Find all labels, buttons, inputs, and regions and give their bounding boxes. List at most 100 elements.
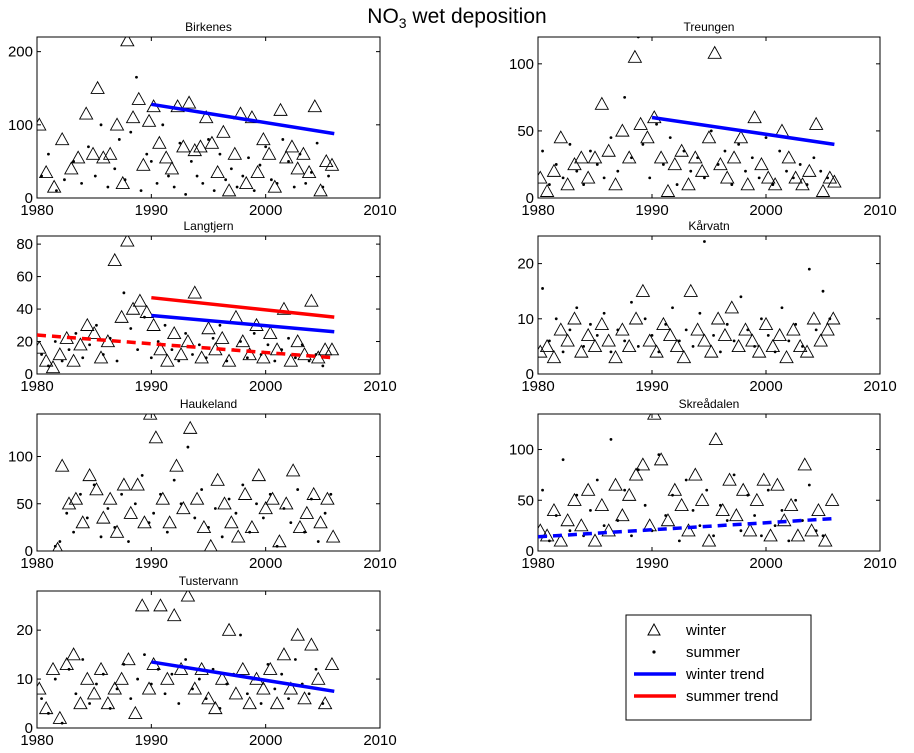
summer-point <box>785 169 788 173</box>
x-tick-label: 2000 <box>249 202 282 219</box>
winter-point <box>761 170 776 184</box>
summer-point <box>172 478 176 482</box>
summer-point <box>304 181 308 185</box>
winter-point <box>125 301 141 315</box>
summer-point <box>712 333 715 337</box>
summer-point <box>87 145 90 149</box>
winter-point <box>208 701 223 715</box>
winter-point <box>198 110 214 124</box>
summer-point <box>88 702 91 705</box>
x-tick-label: 2000 <box>749 555 782 572</box>
winter-point <box>66 353 81 367</box>
summer-point <box>316 540 320 543</box>
summer-point <box>108 707 112 710</box>
legend-winter-marker <box>647 622 661 636</box>
summer-point <box>677 539 681 543</box>
winter-point <box>318 153 334 168</box>
winter-point <box>210 164 225 179</box>
summer-point <box>225 359 229 363</box>
winter-point <box>683 283 699 297</box>
summer-point <box>746 493 750 497</box>
winter-point <box>75 515 90 529</box>
summer-point <box>698 311 702 315</box>
summer-point <box>258 163 262 167</box>
summer-point <box>195 174 199 178</box>
winter-point <box>38 353 54 367</box>
x-tick-label: 1990 <box>135 202 168 219</box>
summer-point <box>101 353 105 356</box>
summer-point <box>801 519 804 522</box>
y-tick-label: 100 <box>509 56 534 73</box>
summer-point <box>757 176 761 180</box>
summer-point <box>149 160 153 163</box>
winter-point <box>52 347 68 361</box>
summer-point <box>794 498 798 502</box>
summer-point <box>55 189 58 193</box>
winter-point <box>93 350 109 364</box>
summer-point <box>79 492 82 496</box>
summer-point <box>691 345 695 348</box>
summer-point <box>561 458 565 462</box>
summer-point <box>143 653 146 657</box>
winter-point <box>580 482 596 496</box>
winter-point <box>594 96 610 110</box>
winter-point <box>217 496 232 510</box>
summer-point <box>307 359 311 363</box>
summer-point <box>623 95 627 99</box>
summer-point <box>189 160 193 163</box>
summer-point <box>248 530 252 534</box>
winter-point <box>153 342 168 356</box>
winter-point <box>37 681 47 695</box>
summer-point <box>329 492 333 496</box>
summer-point <box>709 129 713 133</box>
summer-point <box>122 291 126 295</box>
summer-point <box>609 136 613 140</box>
y-tick-label: 0 <box>25 190 33 207</box>
winter-point <box>242 347 257 361</box>
summer-point <box>159 492 162 496</box>
y-tick-label: 0 <box>25 720 33 737</box>
summer-point <box>178 141 182 145</box>
winter-point <box>567 157 582 171</box>
summer-point <box>53 544 57 548</box>
summer-point <box>719 350 722 354</box>
winter-point <box>635 457 651 471</box>
summer-point <box>682 149 686 153</box>
x-tick-label: 1980 <box>20 378 53 395</box>
panel-title: Tustervann <box>179 574 239 588</box>
winter-point <box>635 283 651 297</box>
summer-point <box>47 364 50 368</box>
winter-trend-line <box>151 313 335 334</box>
summer-point <box>139 189 143 193</box>
y-tick-label: 0 <box>25 543 33 560</box>
summer-point <box>239 340 242 343</box>
y-tick-label: 20 <box>517 256 534 273</box>
summer-point <box>737 142 741 146</box>
summer-point <box>273 687 277 691</box>
summer-point <box>212 189 216 193</box>
summer-point <box>95 682 98 686</box>
summer-point <box>689 169 693 173</box>
winter-point <box>59 656 74 671</box>
winter-point <box>80 317 95 331</box>
winter-point <box>690 322 705 336</box>
winter-point <box>204 538 218 551</box>
summer-point <box>616 519 620 522</box>
summer-point <box>220 535 224 539</box>
plot-area <box>537 36 881 199</box>
summer-point <box>47 152 50 156</box>
winter-point <box>681 523 696 537</box>
winter-point <box>745 333 760 347</box>
winter-point <box>80 671 95 685</box>
winter-point <box>73 337 88 351</box>
summer-point <box>648 176 652 180</box>
summer-point <box>657 350 661 354</box>
x-tick-label: 1980 <box>20 555 53 572</box>
summer-point <box>95 323 98 327</box>
winter-point <box>227 146 243 160</box>
y-tick-label: 50 <box>517 492 534 509</box>
summer-point <box>93 174 97 178</box>
summer-point <box>744 169 747 173</box>
x-tick-label: 2010 <box>363 202 396 219</box>
summer-point <box>684 328 688 332</box>
